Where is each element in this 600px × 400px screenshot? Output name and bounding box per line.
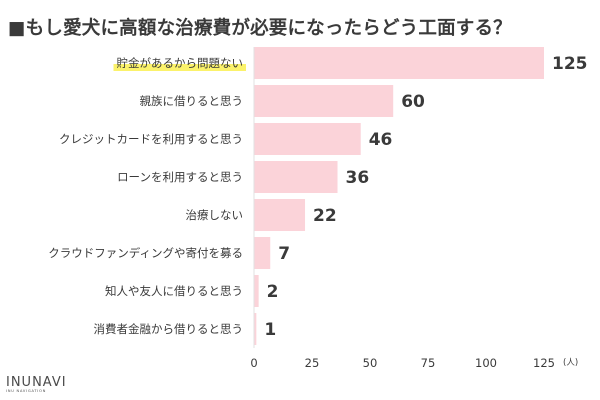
x-tick-label: 100 (475, 356, 497, 370)
highlight-layer (113, 64, 246, 71)
value-label: 7 (278, 244, 290, 264)
logo-subtitle: INU NAVIGATION (6, 389, 47, 393)
label-highlight-marker (113, 64, 246, 71)
category-label: 親族に借りると思う (140, 94, 244, 108)
category-labels-layer: 貯金があるから問題ない親族に借りると思うクレジットカードを利用すると思うローンを… (48, 56, 243, 336)
value-label: 60 (401, 92, 425, 112)
bars-layer (254, 47, 544, 345)
logo-name: INUNAVI (6, 375, 67, 390)
value-label: 125 (552, 54, 588, 74)
inunavi-logo: INUNAVI INU NAVIGATION (6, 376, 67, 394)
bar (254, 237, 271, 269)
category-label: クレジットカードを利用すると思う (59, 132, 243, 146)
x-tick-label: 25 (305, 356, 320, 370)
x-tick-label: 0 (250, 356, 257, 370)
x-tick-label: 50 (363, 356, 378, 370)
value-label: 22 (313, 206, 337, 226)
bar (254, 47, 544, 79)
chart-title: ■もし愛犬に高額な治療費が必要になったらどう工面する？ (8, 18, 512, 39)
bar (254, 85, 394, 117)
x-tick-label: 125 (533, 356, 555, 370)
category-label: 消費者金融から借りると思う (94, 322, 244, 336)
value-label: 1 (264, 320, 276, 340)
category-label: クラウドファンディングや寄付を募る (48, 246, 243, 260)
x-unit-label: (人) (563, 358, 578, 368)
x-tick-label: 75 (421, 356, 436, 370)
value-labels-layer: 125 60 46 36 22 7 2 1 (264, 54, 587, 340)
bar (254, 313, 257, 345)
category-label: ローンを利用すると思う (117, 170, 243, 184)
bar (254, 161, 338, 193)
value-label: 36 (346, 168, 370, 188)
bar (254, 275, 259, 307)
bar (254, 199, 306, 231)
value-label: 46 (369, 130, 393, 150)
category-label: 貯金があるから問題ない (117, 56, 244, 70)
bar (254, 123, 361, 155)
category-label: 治療しない (186, 208, 244, 222)
category-label: 知人や友人に借りると思う (105, 284, 243, 298)
value-label: 2 (267, 282, 279, 302)
x-ticks-layer: 0 25 50 75 100 125 (250, 356, 555, 370)
